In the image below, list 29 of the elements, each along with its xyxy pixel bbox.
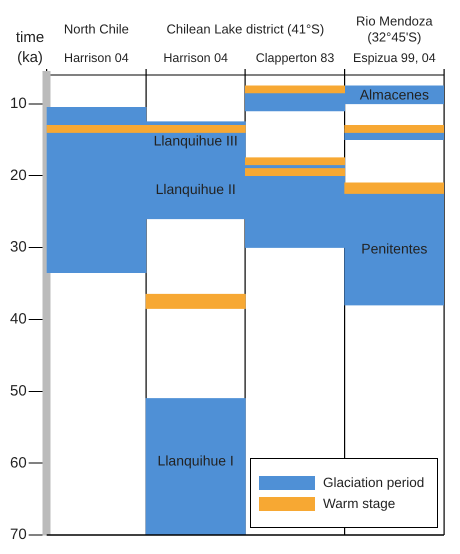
x-tick-label: Harrison 04: [163, 50, 228, 65]
y-tick-label: 50: [10, 382, 27, 400]
text: Chilean Lake district (41°S): [166, 22, 324, 37]
text: North Chile: [64, 22, 129, 37]
bar: [245, 168, 345, 176]
y-tick-label: 40: [10, 310, 27, 328]
annotation: Llanquihue II: [156, 180, 236, 197]
bar: [245, 85, 345, 94]
bar: [344, 182, 444, 194]
y-tick-label: 20: [10, 166, 27, 184]
x-tick-label: Espizua 99, 04: [352, 50, 436, 65]
bar: [344, 124, 444, 133]
annotation: Llanquihue III: [154, 132, 238, 149]
bar: [245, 157, 345, 166]
x-tick-label: Clapperton 83: [256, 50, 334, 65]
annotation: Penitentes: [361, 240, 428, 257]
legend-label: Glaciation period: [323, 475, 424, 490]
annotation: Almacenes: [360, 86, 429, 103]
bar: [146, 398, 246, 535]
x-tick-label: Harrison 04: [64, 50, 129, 65]
text: Rio Mendoza (32°45'S): [356, 14, 434, 45]
y-tick-label: 70: [10, 526, 27, 544]
annotation: Llanquihue I: [158, 452, 234, 468]
legend-label: Warm stage: [323, 496, 396, 511]
y-axis-title: time (ka): [16, 29, 44, 66]
y-tick-label: 60: [10, 454, 27, 472]
y-tick-label: 30: [10, 238, 27, 256]
bar: [146, 294, 246, 309]
y-tick-label: 10: [10, 94, 27, 112]
